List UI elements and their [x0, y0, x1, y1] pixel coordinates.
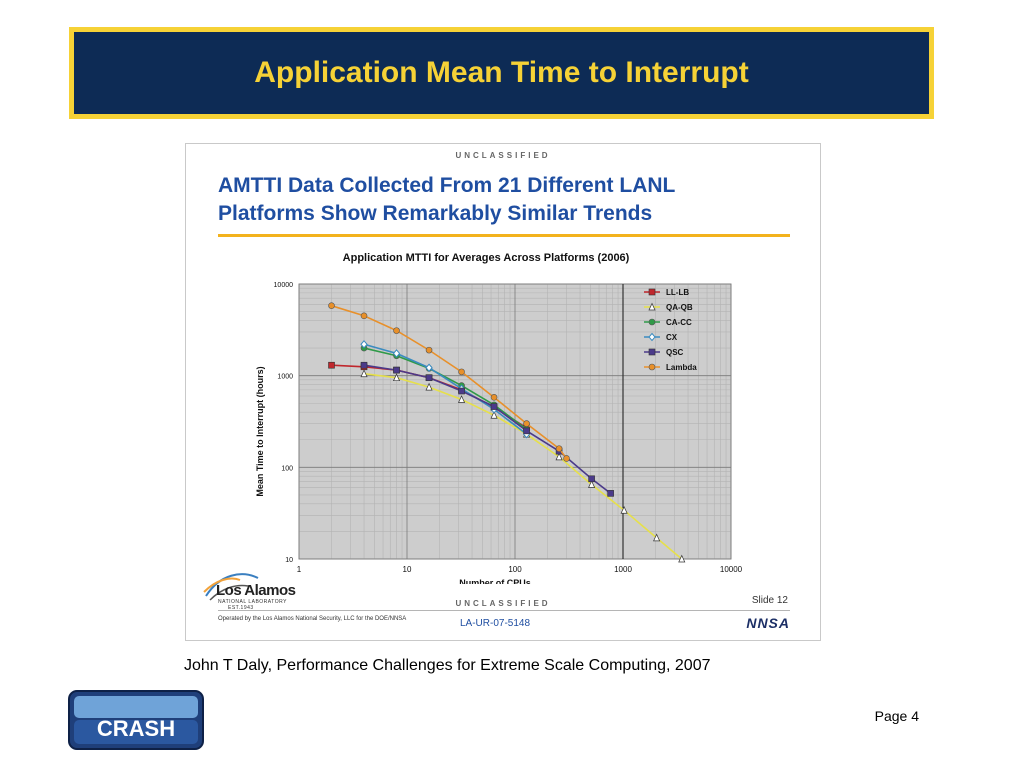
footer-rule: [218, 610, 790, 611]
data-point-lambda: [393, 327, 400, 334]
legend-label: QA-QB: [666, 303, 693, 312]
x-tick-label: 100: [508, 565, 522, 574]
data-point-qa-qb: [360, 369, 368, 378]
data-point-lambda: [425, 346, 433, 354]
citation-caption: John T Daly, Performance Challenges for …: [184, 657, 711, 674]
embedded-slide-number: Slide 12: [751, 595, 788, 606]
data-point-qsc: [458, 387, 465, 395]
legend-marker: [648, 363, 656, 371]
legend-marker: [648, 318, 656, 326]
data-point-cx: [392, 349, 401, 358]
lab-subtitle: NATIONAL LABORATORY EST.1943: [218, 599, 287, 611]
legend-label: CA-CC: [666, 318, 692, 327]
lab-name: Los Alamos: [216, 582, 296, 599]
data-point-ll-lb: [328, 361, 335, 369]
y-tick-label: 1000: [277, 374, 293, 381]
operated-by-text: Operated by the Los Alamos National Secu…: [218, 616, 407, 622]
mtti-chart: Application MTTI for Averages Across Pla…: [255, 252, 743, 584]
y-tick-label: 10: [285, 557, 293, 564]
data-point-lambda: [490, 394, 498, 401]
headline-line-1: AMTTI Data Collected From 21 Different L…: [218, 174, 676, 197]
x-tick-label: 1: [297, 565, 302, 574]
data-point-qa-qb: [620, 505, 628, 514]
title-bar: Application Mean Time to Interrupt: [69, 27, 934, 119]
headline-line-2: Platforms Show Remarkably Similar Trends: [218, 202, 653, 225]
chart-title: Application MTTI for Averages Across Pla…: [343, 252, 630, 264]
data-point-qa-qb: [678, 554, 686, 563]
data-point-qa-qb: [490, 410, 498, 419]
data-point-qsc: [607, 490, 614, 497]
x-tick-label: 10000: [720, 565, 743, 574]
data-point-cx: [360, 340, 368, 349]
data-point-qa-qb: [458, 395, 466, 403]
nnsa-logo: NNSA: [746, 615, 790, 631]
legend-label: CX: [666, 333, 678, 342]
data-point-lambda: [563, 455, 570, 462]
legend-label: QSC: [666, 348, 684, 357]
data-point-lambda: [360, 312, 368, 320]
series-line-ca-cc: [363, 347, 528, 430]
legend-marker: [648, 288, 656, 296]
data-point-qsc: [360, 361, 368, 369]
headline-rule: [218, 234, 790, 237]
document-id: LA-UR-07-5148: [460, 618, 531, 629]
legend-label: Lambda: [666, 363, 697, 372]
data-point-qa-qb: [588, 480, 596, 488]
legend-marker: [648, 332, 656, 342]
classification-top: UNCLASSIFIED: [455, 151, 551, 160]
data-point-qa-qb: [555, 452, 563, 461]
embedded-slide: UNCLASSIFIED AMTTI Data Collected From 2…: [185, 143, 821, 641]
data-point-lambda: [523, 420, 530, 427]
crash-logo-icon: CRASH: [68, 690, 204, 750]
y-axis-label: Mean Time to Interrupt (hours): [255, 366, 265, 496]
data-point-lambda: [458, 368, 465, 376]
classification-bottom: UNCLASSIFIED: [455, 599, 551, 608]
crash-logo-text: CRASH: [97, 716, 175, 741]
series-line-cx: [363, 343, 528, 435]
data-point-cx: [425, 363, 433, 373]
legend-marker: [648, 348, 656, 356]
data-point-qsc: [425, 374, 433, 382]
x-axis-label: Number of CPUs: [459, 578, 531, 584]
data-point-lambda: [555, 445, 563, 452]
data-point-qsc: [588, 475, 595, 483]
data-point-qa-qb: [653, 533, 661, 542]
x-tick-label: 10: [403, 565, 412, 574]
data-point-lambda: [328, 302, 335, 309]
x-tick-label: 1000: [614, 565, 632, 574]
lab-sub-text: NATIONAL LABORATORY: [218, 599, 287, 605]
embedded-headline: AMTTI Data Collected From 21 Different L…: [218, 172, 675, 228]
los-alamos-logo-icon: [203, 573, 259, 601]
y-tick-label: 100: [281, 465, 293, 472]
data-point-qa-qb: [425, 382, 433, 391]
data-point-qsc: [490, 403, 498, 410]
slide-title: Application Mean Time to Interrupt: [254, 56, 749, 89]
legend-label: LL-LB: [666, 288, 689, 297]
y-tick-label: 10000: [274, 282, 294, 289]
data-point-qsc: [523, 427, 530, 435]
data-point-qa-qb: [392, 373, 401, 382]
legend-marker: [648, 302, 656, 311]
data-point-qsc: [393, 366, 400, 374]
page-number: Page 4: [874, 708, 919, 724]
lab-est-text: EST.1943: [228, 605, 254, 611]
